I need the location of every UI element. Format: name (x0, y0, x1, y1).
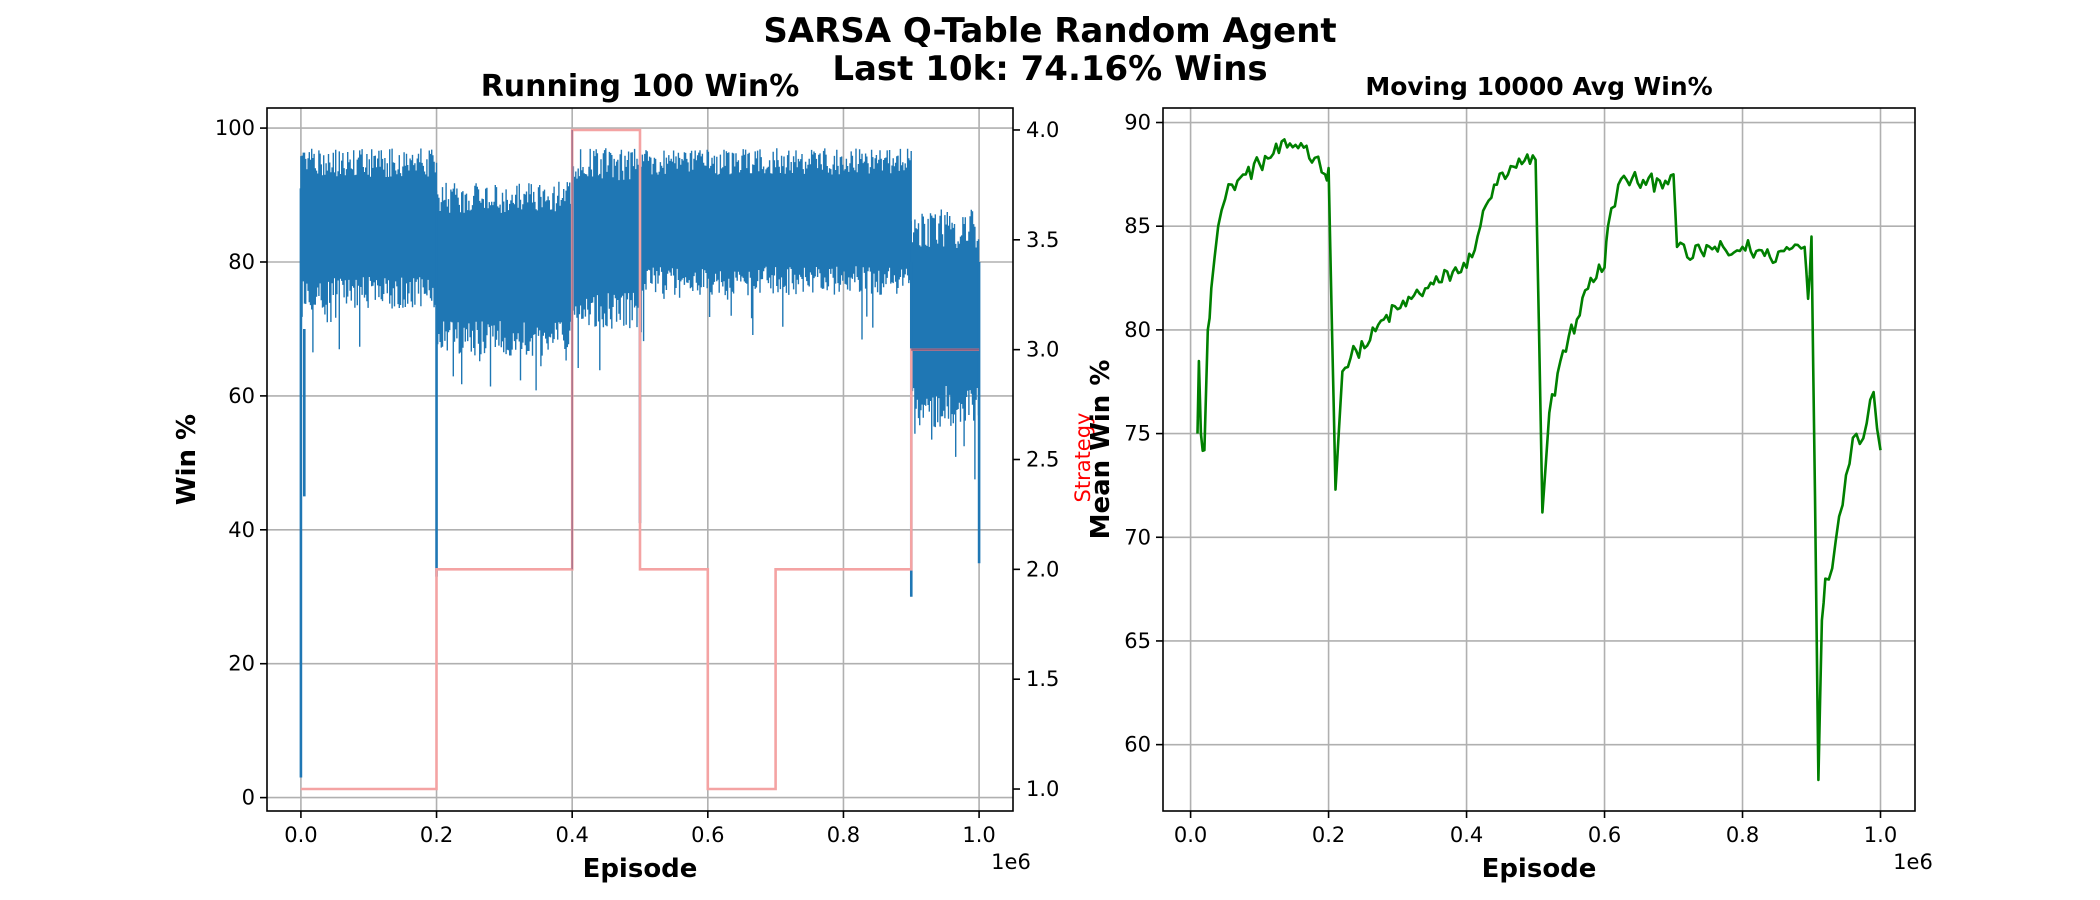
right-plot-frame (1162, 107, 1916, 812)
right-y-axis-label: Mean Win % (1086, 360, 1116, 540)
y-tick-label: 90 (1124, 111, 1151, 135)
y2-tick-label: 3.0 (1026, 338, 1059, 362)
x-tick-label: 0.4 (1450, 823, 1483, 847)
y-tick-label: 75 (1124, 422, 1151, 446)
x-tick-label: 0.8 (827, 823, 860, 847)
y2-tick-label: 3.5 (1026, 228, 1059, 252)
right-chart-panel: 0.0 0.2 0.4 0.6 0.8 1.0 60 65 70 75 80 85 90 Episode 1… (1086, 72, 1933, 884)
y2-tick-label: 1.5 (1026, 667, 1059, 691)
moving-average-line (1196, 138, 1882, 782)
win-percent-band (300, 148, 438, 353)
left-chart-panel: 0.0 0.2 0.4 0.6 0.8 1.0 0 20 40 60 80 100 Episode 1e6… (172, 69, 1095, 884)
win-percent-band (910, 209, 980, 480)
x-axis-multiplier: 1e6 (991, 850, 1031, 874)
x-tick-label: 0.6 (1588, 823, 1621, 847)
figure-title-line2: Last 10k: 74.16% Wins (832, 49, 1267, 89)
win-percent-band (571, 148, 641, 371)
y2-tick-label: 4.0 (1026, 118, 1059, 142)
win-percent-band (639, 148, 912, 342)
left-chart-title: Running 100 Win% (481, 69, 800, 104)
x-tick-label: 0.0 (1174, 823, 1207, 847)
right-y-axis-label: Strategy (1071, 413, 1095, 503)
x-tick-label: 0.4 (555, 823, 588, 847)
x-tick-label: 1.0 (962, 823, 995, 847)
x-tick-label: 0.2 (1312, 823, 1345, 847)
x-tick-label: 1.0 (1864, 823, 1897, 847)
y2-tick-label: 2.5 (1026, 448, 1059, 472)
x-tick-label: 0.2 (420, 823, 453, 847)
y-tick-label: 60 (1124, 733, 1151, 757)
y-tick-label: 65 (1124, 629, 1151, 653)
y-tick-label: 80 (228, 250, 255, 274)
y-tick-label: 20 (228, 652, 255, 676)
win-percent-series (299, 148, 981, 778)
win-percent-band (435, 181, 573, 391)
y-tick-label: 40 (228, 518, 255, 542)
strategy-step-line (300, 128, 980, 791)
right-chart-title: Moving 10000 Avg Win% (1365, 72, 1712, 101)
y-tick-label: 85 (1124, 214, 1151, 238)
y2-tick-label: 1.0 (1026, 777, 1059, 801)
y-tick-label: 80 (1124, 318, 1151, 342)
x-axis-multiplier: 1e6 (1893, 850, 1933, 874)
x-axis-label: Episode (583, 854, 698, 884)
figure-title-line1: SARSA Q-Table Random Agent (763, 11, 1336, 51)
x-axis-label: Episode (1482, 854, 1597, 884)
y-tick-label: 0 (242, 786, 255, 810)
y-tick-label: 70 (1124, 525, 1151, 549)
y-tick-label: 100 (215, 116, 255, 140)
y-tick-label: 60 (228, 384, 255, 408)
y2-tick-label: 2.0 (1026, 557, 1059, 581)
left-y-axis-label: Win % (172, 414, 202, 505)
x-tick-label: 0.0 (284, 823, 317, 847)
x-tick-label: 0.6 (691, 823, 724, 847)
x-tick-label: 0.8 (1726, 823, 1759, 847)
left-plot-frame (266, 107, 1014, 812)
